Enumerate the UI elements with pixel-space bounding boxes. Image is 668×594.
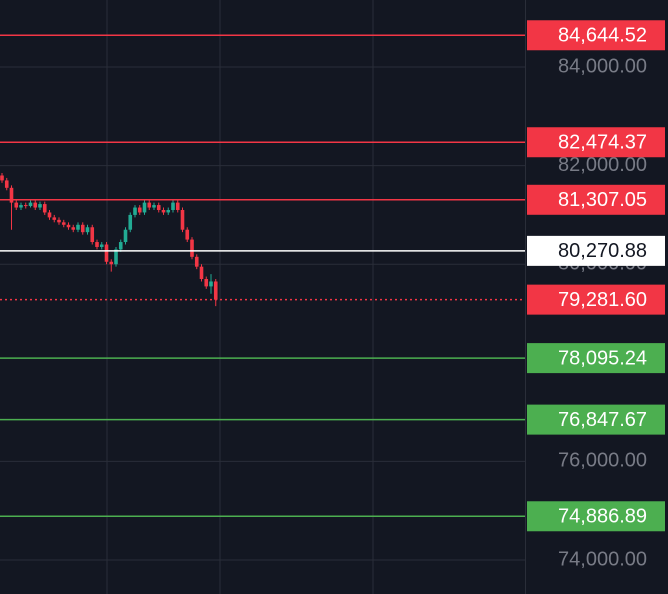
- candle-body: [166, 209, 171, 213]
- candle-body: [123, 229, 128, 243]
- candle-body: [185, 229, 190, 240]
- price-label: 81,307.05: [558, 189, 647, 211]
- candle-body: [76, 224, 80, 230]
- candle-body: [99, 244, 104, 247]
- candle-body: [109, 261, 114, 265]
- candle-body: [85, 227, 90, 233]
- candle-body: [142, 202, 147, 213]
- candle-body: [71, 227, 76, 230]
- candle-body: [28, 202, 33, 207]
- candle-body: [152, 205, 156, 208]
- candle-body: [199, 266, 204, 280]
- candle-body: [9, 187, 14, 203]
- candle-body: [66, 224, 71, 228]
- candle-body: [0, 175, 4, 181]
- candle-body: [23, 205, 28, 207]
- price-label: 80,270.88: [558, 240, 647, 262]
- price-label-box: [527, 284, 665, 315]
- candle-body: [209, 281, 213, 287]
- price-label-box: [527, 501, 665, 532]
- candle-body: [180, 209, 185, 230]
- candle-body: [52, 217, 57, 220]
- candle-body: [161, 209, 166, 213]
- candle-body: [90, 227, 95, 243]
- price-label-box: [527, 343, 665, 374]
- price-label: 76,847.67: [558, 409, 647, 431]
- y-tick-label: 74,000.00: [558, 548, 647, 570]
- candle-body: [190, 239, 194, 257]
- y-tick-label: 76,000.00: [558, 450, 647, 472]
- price-label-box: [527, 404, 665, 435]
- candle-body: [57, 219, 61, 223]
- price-label-box: [527, 184, 665, 215]
- candle-body: [133, 207, 137, 215]
- price-label: 79,281.60: [558, 289, 647, 311]
- candle-body: [128, 214, 133, 230]
- candle-body: [61, 222, 66, 225]
- price-label: 84,644.52: [558, 25, 647, 47]
- candle-body: [80, 224, 85, 233]
- candle-body: [114, 249, 118, 265]
- candle-body: [171, 202, 175, 210]
- candle-body: [213, 281, 218, 300]
- y-tick-label: 82,000.00: [558, 154, 647, 176]
- candle-body: [42, 204, 47, 213]
- candle-body: [147, 202, 152, 208]
- candle-body: [19, 205, 23, 208]
- candle-body: [194, 256, 199, 267]
- price-label: 74,886.89: [558, 506, 647, 528]
- candle-body: [104, 244, 109, 262]
- y-tick-label: 84,000.00: [558, 55, 647, 77]
- candle-body: [175, 202, 180, 210]
- price-label-box: [527, 127, 665, 158]
- candle-body: [14, 202, 19, 208]
- candle-body: [156, 205, 161, 210]
- price-label-box: [527, 235, 665, 266]
- candle-body: [95, 242, 99, 247]
- candle-body: [118, 242, 123, 250]
- candle-body: [47, 212, 52, 218]
- candle-body: [33, 202, 38, 208]
- price-label: 82,474.37: [558, 132, 647, 154]
- candle-body: [137, 207, 142, 213]
- candle-body: [38, 204, 42, 208]
- price-label: 78,095.24: [558, 347, 647, 369]
- candle-body: [4, 180, 9, 188]
- price-label-box: [527, 20, 665, 51]
- candle-body: [204, 279, 209, 287]
